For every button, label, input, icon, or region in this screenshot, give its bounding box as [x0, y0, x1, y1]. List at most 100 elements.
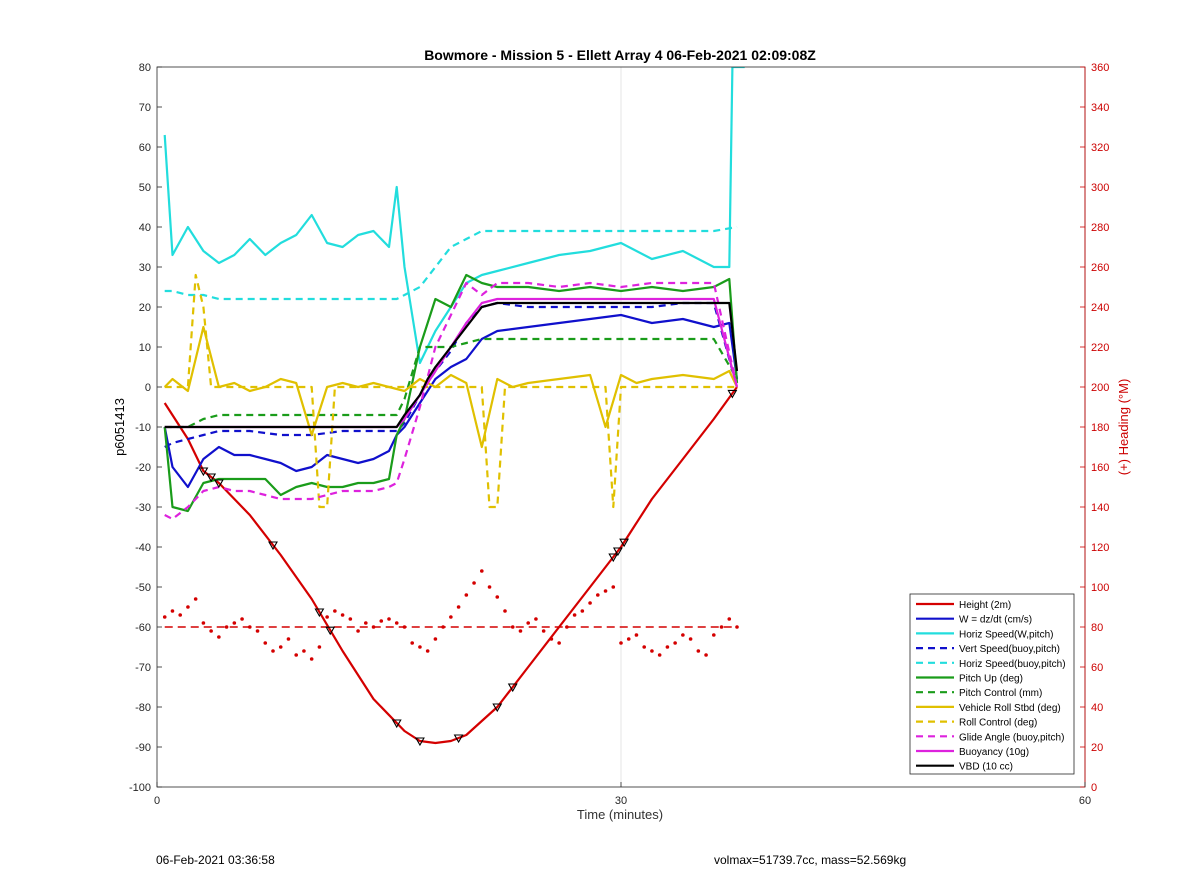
y2-tick-label: 0: [1091, 782, 1097, 794]
legend-label: Height (2m): [959, 600, 1011, 611]
heading-point: [178, 613, 182, 617]
heading-point: [410, 641, 415, 645]
y2-tick-label: 120: [1091, 542, 1109, 554]
legend-label: W = dz/dt (cm/s): [959, 615, 1032, 626]
heading-point: [456, 605, 461, 609]
heading-point: [364, 621, 368, 625]
heading-point: [596, 593, 600, 597]
y-tick-label: 20: [139, 302, 151, 314]
chart-title: Bowmore - Mission 5 - Ellett Array 4 06-…: [424, 47, 816, 63]
heading-point: [294, 653, 299, 657]
legend-label: Buoyancy (10g): [959, 747, 1029, 758]
y2-tick-label: 60: [1091, 662, 1103, 674]
y2-tick-label: 180: [1091, 422, 1109, 434]
heading-point: [309, 657, 314, 661]
y-tick-label: 70: [139, 102, 151, 114]
heading-point: [565, 625, 569, 629]
heading-point: [248, 625, 252, 629]
heading-point: [673, 641, 677, 645]
heading-point: [449, 615, 453, 619]
y-tick-label: -40: [135, 542, 151, 554]
y-tick-label: 80: [139, 62, 151, 74]
series-line-1: [163, 313, 739, 489]
y2-tick-label: 320: [1091, 142, 1109, 154]
heading-point: [162, 615, 167, 619]
heading-point: [333, 609, 337, 613]
heading-point: [510, 625, 515, 629]
footer-volmax-mass: volmax=51739.7cc, mass=52.569kg: [714, 853, 907, 867]
y2-tick-label: 100: [1091, 582, 1109, 594]
heading-point: [340, 613, 345, 617]
heading-point: [727, 617, 732, 621]
y2-tick-label: 220: [1091, 342, 1109, 354]
height-marker: [492, 703, 503, 713]
y-tick-label: 30: [139, 262, 151, 274]
legend-label: Horiz Speed(W,pitch): [959, 629, 1053, 640]
series-line-9: [164, 281, 739, 521]
y-tick-label: -20: [135, 462, 151, 474]
series-line-6: [164, 337, 738, 429]
heading-point: [719, 625, 724, 629]
heading-point: [611, 585, 616, 589]
y2-tick-label: 300: [1091, 182, 1109, 194]
legend-box: [909, 593, 1075, 775]
heading-point: [402, 625, 407, 629]
heading-point: [626, 637, 631, 641]
y-tick-label: -50: [135, 582, 151, 594]
heading-point: [394, 621, 399, 625]
y-axis-label: p6051413: [112, 398, 127, 456]
y-tick-label: -30: [135, 502, 151, 514]
heading-point: [503, 609, 507, 613]
height-marker: [325, 626, 336, 636]
legend-label: Vehicle Roll Stbd (deg): [959, 703, 1061, 714]
heading-point: [356, 629, 360, 633]
legend-label: Vert Speed(buoy,pitch): [959, 644, 1060, 655]
heading-point: [170, 609, 175, 613]
heading-point: [348, 617, 353, 621]
height-marker: [507, 683, 518, 693]
axes: -100-90-80-70-60-50-40-30-20-10010203040…: [129, 62, 1109, 807]
heading-point: [681, 633, 685, 637]
heading-point: [433, 637, 438, 641]
heading-point: [472, 581, 476, 585]
y-tick-label: 60: [139, 142, 151, 154]
legend-label: Pitch Up (deg): [959, 674, 1023, 685]
height-marker: [391, 719, 402, 729]
x-tick-label: 60: [1079, 795, 1091, 807]
heading-point: [379, 619, 384, 623]
legend-label: Pitch Control (mm): [959, 688, 1042, 699]
heading-point: [696, 649, 701, 653]
height-marker: [619, 538, 630, 548]
footer-timestamp: 06-Feb-2021 03:36:58: [156, 853, 275, 867]
heading-point: [704, 653, 708, 657]
y2-tick-label: 240: [1091, 302, 1109, 314]
heading-point: [302, 649, 306, 653]
heading-point: [634, 633, 639, 637]
y-tick-label: -80: [135, 702, 151, 714]
height-marker: [727, 389, 738, 399]
series-line-2: [163, 67, 745, 365]
heading-point: [572, 613, 577, 617]
y-tick-label: 50: [139, 182, 151, 194]
series-line-5: [163, 273, 739, 513]
height-marker: [268, 541, 278, 551]
y-tick-label: -70: [135, 662, 151, 674]
heading-point: [735, 625, 739, 629]
y2-tick-label: 340: [1091, 102, 1109, 114]
x-tick-label: 0: [154, 795, 160, 807]
y2-tick-label: 200: [1091, 382, 1109, 394]
y2-tick-label: 360: [1091, 62, 1109, 74]
series-line-4: [164, 225, 738, 301]
series-line-10: [164, 297, 739, 429]
y-tick-label: -90: [135, 742, 151, 754]
height-marker: [453, 734, 464, 744]
heading-point: [371, 625, 376, 629]
height-marker: [612, 547, 623, 557]
heading-point: [418, 645, 422, 649]
heading-point: [518, 629, 523, 633]
y2-tick-label: 280: [1091, 222, 1109, 234]
y-tick-label: -60: [135, 622, 151, 634]
heading-point: [217, 635, 221, 639]
x-axis-label: Time (minutes): [577, 807, 663, 822]
